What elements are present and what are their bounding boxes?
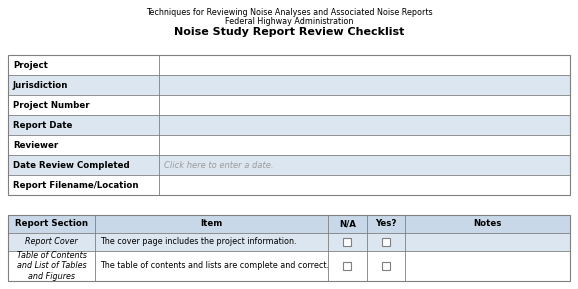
Bar <box>8 135 570 155</box>
Bar <box>95 215 328 233</box>
Bar <box>328 215 366 233</box>
Text: Report Date: Report Date <box>13 121 72 129</box>
Bar <box>8 55 570 195</box>
Bar <box>8 155 570 175</box>
Text: Federal Highway Administration: Federal Highway Administration <box>225 17 353 26</box>
Text: Jurisdiction: Jurisdiction <box>13 81 68 90</box>
Bar <box>8 75 570 95</box>
Text: N/A: N/A <box>339 220 356 229</box>
Bar <box>366 215 405 233</box>
Text: Report Cover: Report Cover <box>25 238 78 247</box>
Bar <box>8 175 570 195</box>
Bar <box>8 55 570 75</box>
Bar <box>381 238 390 246</box>
Bar <box>405 215 570 233</box>
Text: Noise Study Report Review Checklist: Noise Study Report Review Checklist <box>174 27 404 37</box>
Bar <box>8 95 570 115</box>
Text: Project Number: Project Number <box>13 101 90 110</box>
Text: Report Section: Report Section <box>15 220 88 229</box>
Text: Project: Project <box>13 60 48 69</box>
Text: Date Review Completed: Date Review Completed <box>13 160 129 170</box>
Text: Report Filename/Location: Report Filename/Location <box>13 181 139 190</box>
Text: Techniques for Reviewing Noise Analyses and Associated Noise Reports: Techniques for Reviewing Noise Analyses … <box>146 8 432 17</box>
Bar <box>8 215 570 281</box>
Text: Item: Item <box>201 220 223 229</box>
Bar <box>381 262 390 270</box>
Bar <box>343 238 351 246</box>
Bar <box>8 115 570 135</box>
Bar <box>343 262 351 270</box>
Text: Table of Contents
and List of Tables
and Figures: Table of Contents and List of Tables and… <box>17 251 87 281</box>
Text: Click here to enter a date.: Click here to enter a date. <box>164 160 273 170</box>
Bar <box>8 251 570 281</box>
Bar <box>8 215 95 233</box>
Text: Yes?: Yes? <box>375 220 397 229</box>
Text: The table of contents and lists are complete and correct.: The table of contents and lists are comp… <box>100 262 329 271</box>
Text: The cover page includes the project information.: The cover page includes the project info… <box>100 238 297 247</box>
Text: Reviewer: Reviewer <box>13 140 58 149</box>
Text: Notes: Notes <box>473 220 502 229</box>
Bar <box>8 233 570 251</box>
